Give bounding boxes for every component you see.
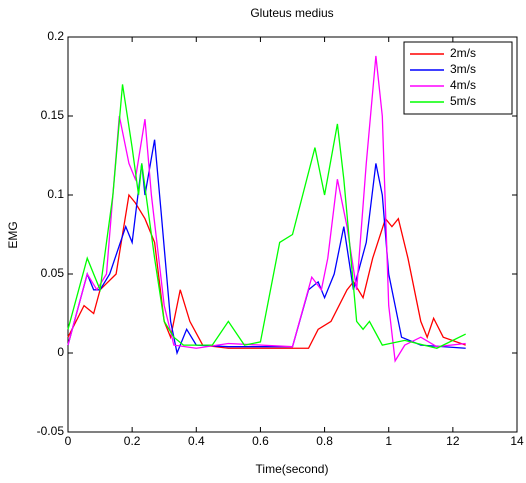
y-tick-label: -0.05 <box>37 424 65 438</box>
x-tick-label: 0.4 <box>188 434 205 448</box>
y-tick-label: 0.05 <box>41 266 65 280</box>
x-tick-label: 12 <box>446 434 460 448</box>
x-tick-label: 0.6 <box>252 434 269 448</box>
x-tick-label: 14 <box>510 434 524 448</box>
x-tick-label: 0.2 <box>124 434 141 448</box>
y-tick-label: 0.1 <box>47 187 64 201</box>
series-line <box>67 84 466 349</box>
legend-label: 2m/s <box>450 46 476 60</box>
y-tick-label: 0.2 <box>47 29 64 43</box>
series-line <box>67 55 466 363</box>
legend-label: 5m/s <box>450 94 476 108</box>
x-tick-label: 0.8 <box>316 434 333 448</box>
x-axis-label: Time(second) <box>256 462 329 476</box>
x-tick-label: 1 <box>385 434 392 448</box>
legend-label: 3m/s <box>450 62 476 76</box>
series-line <box>67 193 466 349</box>
y-axis-label: EMG <box>6 221 20 248</box>
x-tick-label: 0 <box>65 434 72 448</box>
chart-title: Gluteus medius <box>250 6 333 20</box>
legend-label: 4m/s <box>450 78 476 92</box>
y-tick-label: 0 <box>57 345 64 359</box>
y-tick-label: 0.15 <box>41 108 65 122</box>
